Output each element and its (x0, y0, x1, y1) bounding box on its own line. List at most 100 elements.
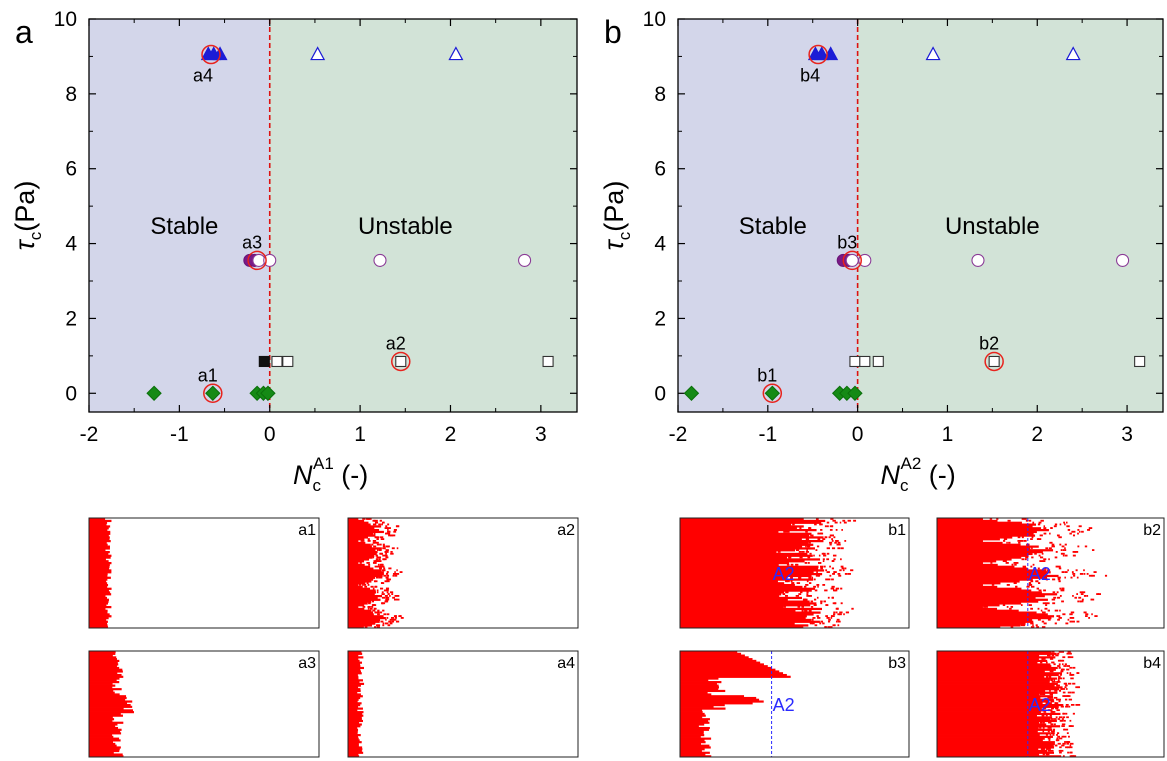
fluid-band (937, 554, 1029, 557)
fluid-band (680, 578, 814, 581)
fluid-speck (1076, 672, 1080, 674)
circle-marker (263, 253, 277, 267)
fluid-band (680, 712, 705, 715)
fluid-speck (1072, 666, 1076, 669)
fluid-speck (1043, 532, 1047, 535)
fluid-speck (820, 600, 823, 603)
fluid-band (937, 714, 1037, 717)
circle-marker (1116, 253, 1130, 267)
fluid-band (680, 607, 822, 611)
fluid-speck (1049, 734, 1052, 736)
fluid-speck (1049, 726, 1052, 729)
fluid-speck (807, 562, 810, 564)
fluid-speck (806, 591, 809, 594)
fluid-speck (830, 617, 833, 619)
inset-a2: a2 (347, 517, 579, 629)
fluid-band (348, 536, 369, 539)
fluid-speck (1049, 689, 1051, 692)
y-label-unit: (Pa) (599, 181, 629, 232)
fluid-band (680, 654, 745, 657)
fluid-speck (833, 536, 836, 539)
fluid-speck (1041, 714, 1045, 717)
fluid-speck (1042, 560, 1046, 562)
fluid-speck (1041, 611, 1045, 614)
fluid-speck (828, 618, 831, 621)
fluid-band (89, 741, 114, 744)
fluid-band (348, 744, 359, 747)
fluid-speck (366, 582, 369, 584)
fluid-band (937, 668, 1056, 671)
fluid-speck (1037, 607, 1040, 610)
fluid-speck (1047, 748, 1051, 750)
inset-label: b2 (1143, 522, 1161, 539)
inset-frame (88, 650, 320, 758)
x-axis-label: Nc A2 (-) (881, 454, 956, 495)
fluid-band (937, 532, 1034, 535)
fluid-speck (811, 576, 814, 579)
fluid-band (680, 573, 823, 576)
fluid-speck (841, 529, 843, 531)
fluid-speck (851, 607, 854, 610)
fluid-speck (1056, 698, 1060, 701)
fluid-speck (1049, 696, 1052, 699)
fluid-band (348, 540, 359, 543)
fluid-speck (382, 558, 386, 561)
fluid-speck (1030, 580, 1034, 583)
fluid-speck (1079, 573, 1084, 575)
fluid-speck (842, 519, 846, 522)
fluid-speck (799, 527, 802, 529)
fluid-speck (1025, 556, 1029, 559)
square-marker (282, 355, 294, 368)
fluid-band (937, 682, 1058, 685)
fluid-band (89, 609, 108, 612)
fluid-speck (393, 598, 398, 601)
fluid-band (89, 529, 108, 532)
fluid-band (937, 543, 1021, 546)
fluid-speck (1023, 540, 1027, 542)
fluid-speck (1072, 530, 1076, 533)
fluid-speck (372, 541, 375, 544)
fluid-speck (374, 536, 378, 539)
fluid-speck (377, 565, 381, 568)
fluid-speck (382, 622, 385, 625)
x-tick-label: -1 (170, 423, 189, 446)
fluid-band (680, 704, 725, 707)
fluid-speck (1055, 739, 1058, 742)
fluid-band (937, 696, 1041, 700)
fluid-band (680, 668, 776, 671)
fluid-speck (1071, 571, 1074, 573)
fluid-speck (386, 613, 390, 616)
fluid-speck (396, 525, 400, 528)
fluid-speck (1023, 624, 1026, 627)
fluid-band (937, 551, 1043, 554)
inset-a4: a4 (347, 650, 579, 758)
fluid-band (680, 702, 753, 705)
fluid-speck (832, 554, 837, 557)
fluid-speck (1073, 574, 1076, 577)
fluid-band (680, 529, 817, 532)
fluid-speck (1020, 604, 1023, 606)
fluid-band (89, 604, 107, 607)
stable-region-label: Stable (150, 213, 218, 240)
fluid-speck (1051, 545, 1055, 548)
fluid-band (937, 549, 1054, 552)
x-tick-label: 2 (445, 423, 457, 446)
stable-region (89, 19, 270, 412)
y-tick-label: 2 (65, 307, 77, 330)
fluid-speck (847, 573, 851, 575)
fluid-speck (1030, 622, 1034, 625)
fluid-speck (388, 534, 391, 537)
fluid-band (937, 576, 1048, 579)
fluid-band (680, 556, 788, 559)
fluid-speck (1048, 558, 1050, 561)
fluid-speck (831, 596, 834, 599)
fluid-speck (1056, 591, 1059, 594)
fluid-band (680, 673, 787, 677)
fluid-speck (362, 606, 366, 608)
inset-frame (936, 650, 1165, 758)
fluid-band (937, 560, 997, 563)
fluid-band (680, 613, 814, 616)
fluid-speck (989, 518, 993, 520)
fluid-speck (1055, 744, 1058, 747)
fluid-speck (1062, 695, 1065, 697)
